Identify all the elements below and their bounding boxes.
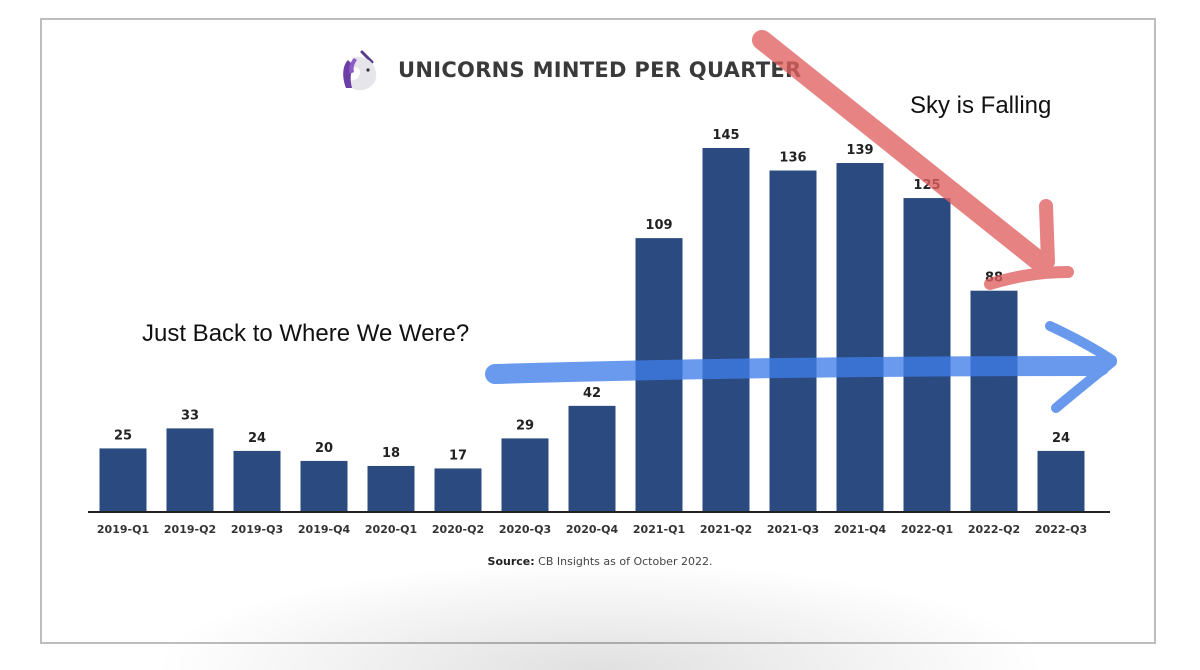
category-label-2019-Q3: 2019-Q3 <box>231 523 283 536</box>
value-label-2019-Q4: 20 <box>315 441 333 456</box>
category-label-2021-Q1: 2021-Q1 <box>633 523 685 536</box>
value-label-2020-Q1: 18 <box>382 446 400 461</box>
bar-2020-Q3 <box>501 438 549 511</box>
category-label-2021-Q3: 2021-Q3 <box>767 523 819 536</box>
bar-2019-Q3 <box>233 450 281 511</box>
source-label: Source: <box>487 555 535 568</box>
value-label-2020-Q4: 42 <box>583 386 601 401</box>
bar-2021-Q3 <box>769 170 817 511</box>
blue-right-arrow <box>485 321 1117 413</box>
category-label-2019-Q1: 2019-Q1 <box>97 523 149 536</box>
bar-2020-Q2 <box>434 468 482 511</box>
value-label-2021-Q1: 109 <box>645 218 672 233</box>
red-down-arrow <box>752 30 1074 290</box>
value-label-2019-Q1: 25 <box>114 428 132 443</box>
value-label-2019-Q3: 24 <box>248 431 266 446</box>
bar-2022-Q1 <box>903 198 951 511</box>
value-label-2022-Q3: 24 <box>1052 431 1070 446</box>
bar-2019-Q1 <box>99 448 147 511</box>
annotation-sky-is-falling: Sky is Falling <box>910 92 1052 119</box>
value-label-2020-Q2: 17 <box>449 448 467 463</box>
bar-2020-Q1 <box>367 465 415 511</box>
category-label-2022-Q3: 2022-Q3 <box>1035 523 1087 536</box>
category-label-2020-Q2: 2020-Q2 <box>432 523 484 536</box>
category-label-2022-Q2: 2022-Q2 <box>968 523 1020 536</box>
value-label-2021-Q3: 136 <box>779 151 806 166</box>
labels-layer: 25 2019-Q1 33 2019-Q2 24 2019-Q3 20 2019-Q4 18 20… <box>97 128 1087 536</box>
value-label-2020-Q3: 29 <box>516 418 534 433</box>
unicorn-icon <box>343 50 377 90</box>
bar-2019-Q2 <box>166 428 214 511</box>
category-label-2021-Q4: 2021-Q4 <box>834 523 887 536</box>
bar-2021-Q2 <box>702 148 750 511</box>
source-note: Source: CB Insights as of October 2022. <box>0 555 1200 568</box>
category-label-2020-Q3: 2020-Q3 <box>499 523 551 536</box>
source-text: CB Insights as of October 2022. <box>538 555 713 568</box>
category-label-2021-Q2: 2021-Q2 <box>700 523 752 536</box>
bottom-shadow <box>150 560 1050 670</box>
annotation-back-to-where-we-were: Just Back to Where We Were? <box>142 320 470 347</box>
value-label-2019-Q2: 33 <box>181 408 199 423</box>
bar-2022-Q3 <box>1037 450 1085 511</box>
chart-title-group: UNICORNS MINTED PER QUARTER <box>338 48 801 92</box>
category-label-2020-Q4: 2020-Q4 <box>566 523 619 536</box>
bar-2022-Q2 <box>970 290 1018 511</box>
category-label-2019-Q4: 2019-Q4 <box>298 523 351 536</box>
category-label-2019-Q2: 2019-Q2 <box>164 523 216 536</box>
category-label-2022-Q1: 2022-Q1 <box>901 523 953 536</box>
bars-layer <box>99 148 1085 511</box>
chart-frame <box>40 18 1156 644</box>
bar-2019-Q4 <box>300 460 348 511</box>
bar-2020-Q4 <box>568 405 616 511</box>
value-label-2021-Q2: 145 <box>712 128 739 143</box>
bar-2021-Q4 <box>836 163 884 511</box>
value-label-2021-Q4: 139 <box>846 143 873 158</box>
chart-title: UNICORNS MINTED PER QUARTER <box>398 58 802 82</box>
category-label-2020-Q1: 2020-Q1 <box>365 523 417 536</box>
